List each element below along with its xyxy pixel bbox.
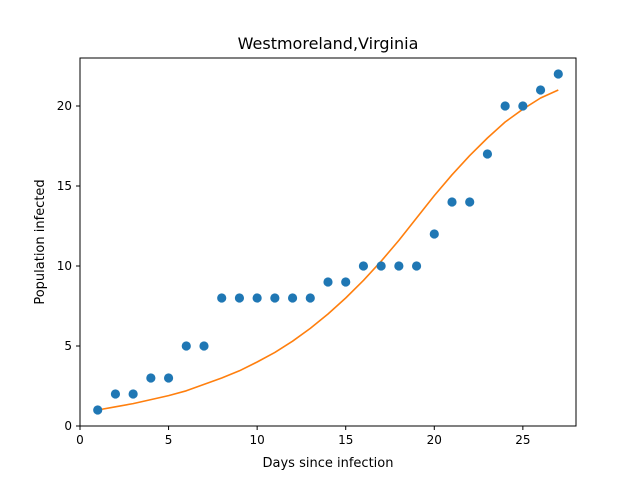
y-axis-label: Population infected <box>33 179 48 304</box>
data-point <box>199 341 209 351</box>
data-point <box>535 85 546 95</box>
data-point <box>163 373 174 383</box>
fit-curve-line <box>97 89 559 411</box>
data-point <box>323 277 333 287</box>
data-point <box>500 101 510 111</box>
data-point <box>553 69 563 79</box>
y-tick-label: 5 <box>64 339 72 353</box>
axes-frame <box>79 57 577 427</box>
y-tick-label: 10 <box>57 259 72 273</box>
data-point <box>93 405 103 415</box>
x-tick-label: 5 <box>165 433 173 447</box>
data-point <box>394 261 404 271</box>
data-point <box>358 261 369 271</box>
x-axis-label: Days since infection <box>263 456 394 471</box>
data-point <box>287 293 298 303</box>
data-point <box>411 261 422 271</box>
data-point <box>181 341 191 351</box>
axes: 0 5 10 15 20 25 0 5 10 15 20 <box>57 57 577 447</box>
y-tick-label: 0 <box>64 419 72 433</box>
x-tick-label: 15 <box>338 433 353 447</box>
data-point <box>518 101 528 111</box>
data-point <box>270 293 280 303</box>
data-point <box>128 389 138 399</box>
x-tick-label: 0 <box>76 433 84 447</box>
plot-area <box>93 69 563 415</box>
data-point <box>429 229 439 239</box>
x-tick-label: 25 <box>515 433 530 447</box>
y-tick-label: 20 <box>57 99 72 113</box>
chart-title: Westmoreland,Virginia <box>238 34 419 53</box>
data-point <box>482 149 493 159</box>
data-point <box>305 293 315 303</box>
y-tick-label: 15 <box>57 179 72 193</box>
data-point <box>234 293 245 303</box>
data-point <box>110 389 121 399</box>
x-tick-label: 10 <box>250 433 265 447</box>
data-point <box>447 197 457 207</box>
x-tick-label: 20 <box>427 433 442 447</box>
data-point <box>376 261 386 271</box>
data-point <box>465 197 475 207</box>
data-point <box>341 277 351 287</box>
data-point <box>252 293 262 303</box>
data-point <box>217 293 227 303</box>
data-point <box>146 373 156 383</box>
